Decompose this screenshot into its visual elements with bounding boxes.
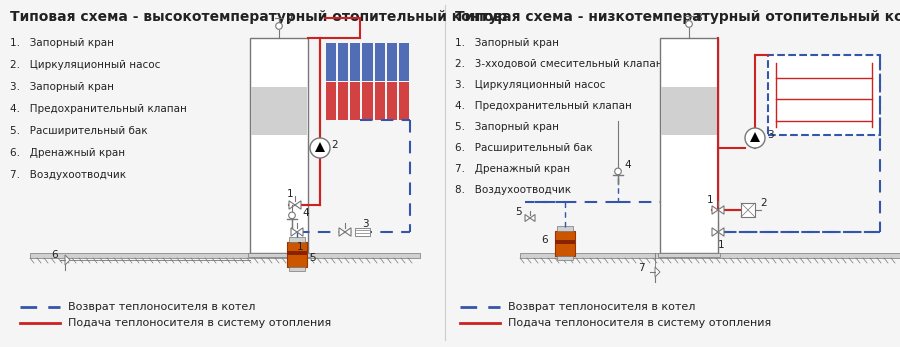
Bar (555, 231, 575, 256)
Text: 1: 1 (706, 195, 714, 205)
Text: 7.   Дренажный кран: 7. Дренажный кран (455, 164, 570, 174)
Bar (287, 242, 307, 268)
Text: 8.   Воздухоотводчик: 8. Воздухоотводчик (455, 185, 572, 195)
Bar (557, 226, 573, 231)
Text: 3: 3 (362, 219, 368, 229)
Text: 4.   Предохранительный клапан: 4. Предохранительный клапан (10, 104, 187, 114)
Circle shape (310, 138, 330, 158)
Bar (399, 82, 409, 120)
Bar (30, 253, 420, 258)
Text: 1: 1 (297, 242, 303, 252)
Polygon shape (65, 255, 70, 265)
Text: 6: 6 (51, 250, 59, 260)
Text: 5: 5 (310, 253, 316, 263)
Bar (338, 82, 348, 120)
Text: 3: 3 (767, 130, 773, 140)
Text: Подача теплоносителя в систему отопления: Подача теплоносителя в систему отопления (68, 318, 331, 328)
Bar (658, 253, 720, 257)
Bar (374, 43, 384, 81)
Text: 2: 2 (332, 140, 338, 150)
Bar (326, 82, 336, 120)
Polygon shape (718, 206, 724, 214)
Polygon shape (315, 142, 325, 152)
Bar (387, 82, 397, 120)
Bar (251, 87, 307, 135)
Bar (250, 38, 308, 253)
Text: 1: 1 (287, 189, 293, 199)
Text: 7: 7 (285, 15, 292, 25)
Bar (363, 82, 373, 120)
Bar (248, 253, 310, 257)
Polygon shape (750, 132, 760, 142)
Polygon shape (297, 228, 303, 236)
Bar (374, 82, 384, 120)
Polygon shape (295, 201, 301, 209)
Polygon shape (345, 228, 351, 236)
Bar (355, 228, 370, 236)
Text: 5: 5 (515, 207, 521, 217)
Text: Возврат теплоносителя в котел: Возврат теплоносителя в котел (508, 302, 696, 312)
Bar (363, 43, 373, 81)
Bar (520, 253, 900, 258)
Bar (661, 87, 717, 135)
Circle shape (745, 128, 765, 148)
Text: 1: 1 (717, 240, 725, 250)
Circle shape (275, 23, 283, 29)
Polygon shape (718, 228, 724, 236)
Bar (557, 256, 573, 260)
Text: 1.   Запорный кран: 1. Запорный кран (455, 38, 559, 48)
Bar (555, 240, 575, 244)
Polygon shape (339, 228, 345, 236)
Text: 3.   Циркуляционный насос: 3. Циркуляционный насос (455, 80, 606, 90)
Bar (350, 82, 360, 120)
Text: Подача теплоносителя в систему отопления: Подача теплоносителя в систему отопления (508, 318, 771, 328)
Text: 4.   Предохранительный клапан: 4. Предохранительный клапан (455, 101, 632, 111)
Circle shape (686, 21, 692, 27)
Text: 3.   Запорный кран: 3. Запорный кран (10, 82, 114, 92)
Text: 1.   Запорный кран: 1. Запорный кран (10, 38, 114, 48)
Text: 5.   Расширительный бак: 5. Расширительный бак (10, 126, 148, 136)
Bar (289, 237, 305, 242)
Text: 7.   Воздухоотводчик: 7. Воздухоотводчик (10, 170, 126, 180)
Bar (338, 43, 348, 81)
Text: 4: 4 (302, 208, 310, 218)
Polygon shape (289, 201, 295, 209)
Polygon shape (712, 206, 718, 214)
Polygon shape (712, 228, 718, 236)
Bar (287, 251, 307, 255)
Polygon shape (525, 214, 530, 221)
Text: Типовая схема - высокотемпературный отопительный контур: Типовая схема - высокотемпературный отоп… (10, 10, 508, 24)
Text: 2: 2 (760, 198, 768, 208)
Bar (399, 43, 409, 81)
Bar (741, 203, 755, 217)
Bar (289, 268, 305, 271)
Text: 4: 4 (625, 160, 631, 170)
Text: 6: 6 (542, 235, 548, 245)
Bar (326, 43, 336, 81)
Circle shape (289, 212, 295, 219)
Text: Типовая схема - низкотемпературный отопительный контур: Типовая схема - низкотемпературный отопи… (455, 10, 900, 24)
Polygon shape (530, 214, 535, 221)
Text: 8: 8 (696, 13, 702, 23)
Text: 6.   Расширительный бак: 6. Расширительный бак (455, 143, 592, 153)
Text: 7: 7 (638, 263, 644, 273)
Polygon shape (655, 267, 660, 277)
Circle shape (615, 168, 621, 175)
Text: 2.   Циркуляционный насос: 2. Циркуляционный насос (10, 60, 160, 70)
Polygon shape (291, 228, 297, 236)
Bar (350, 43, 360, 81)
Text: 6.   Дренажный кран: 6. Дренажный кран (10, 148, 125, 158)
Text: 5.   Запорный кран: 5. Запорный кран (455, 122, 559, 132)
Text: Возврат теплоносителя в котел: Возврат теплоносителя в котел (68, 302, 256, 312)
Text: 2.   3-хходовой смесительный клапан: 2. 3-хходовой смесительный клапан (455, 59, 662, 69)
Bar (387, 43, 397, 81)
Bar (768, 55, 880, 135)
Bar (660, 38, 718, 253)
